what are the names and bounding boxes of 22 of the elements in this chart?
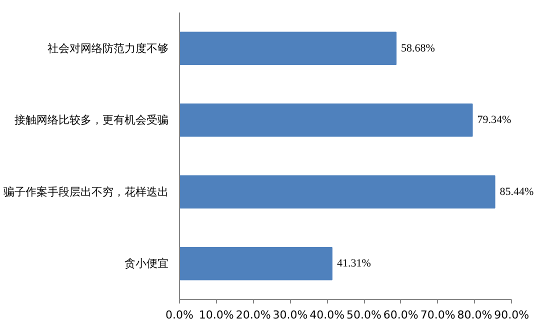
bar: [180, 175, 496, 209]
x-tick-label: 0.0%: [166, 308, 194, 322]
x-tick-label: 20.0%: [236, 308, 271, 322]
bar: [180, 103, 473, 137]
data-label: 58.68%: [401, 42, 435, 54]
data-label: 79.34%: [477, 114, 512, 126]
x-tick-label: 50.0%: [346, 308, 382, 322]
x-tick-label: 30.0%: [272, 308, 308, 322]
bar: [180, 32, 397, 66]
x-tick-label: 10.0%: [198, 308, 234, 322]
x-tick-label: 90.0%: [494, 308, 530, 322]
y-tick-label: 骗子作案手段层出不穷，花样迭出: [4, 185, 168, 198]
x-tick-label: 80.0%: [457, 308, 492, 322]
y-tick-label: 社会对网络防范力度不够: [48, 42, 168, 55]
x-tick-label: 60.0%: [383, 308, 418, 322]
data-label: 85.44%: [500, 186, 534, 198]
y-tick-label: 贪小便宜: [124, 257, 168, 270]
bar: [180, 246, 332, 280]
x-tick-label: 70.0%: [420, 308, 456, 322]
x-tick-label: 40.0%: [310, 308, 345, 322]
data-label: 41.31%: [336, 258, 371, 270]
y-tick-label: 接触网络比较多，更有机会受骗: [14, 114, 168, 127]
